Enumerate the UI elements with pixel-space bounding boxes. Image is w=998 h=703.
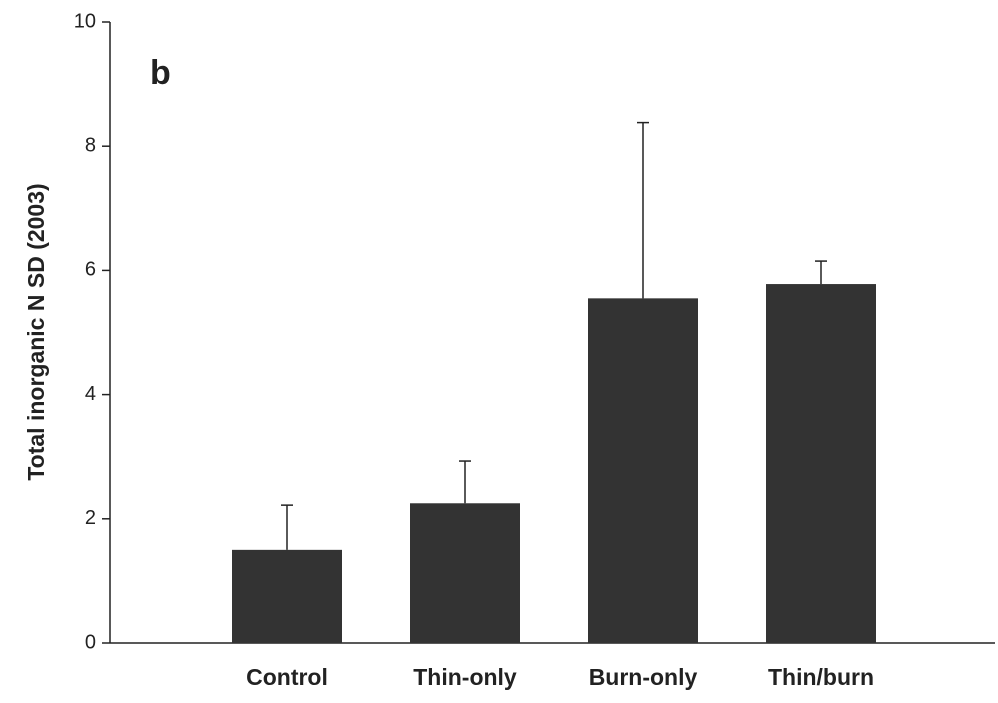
- x-tick-label: Control: [246, 664, 328, 690]
- bar: [232, 549, 342, 643]
- bar: [410, 503, 520, 643]
- y-tick-label: 6: [85, 259, 96, 281]
- panel-label: b: [150, 54, 171, 92]
- bar: [766, 284, 876, 643]
- y-tick-label: 8: [85, 134, 96, 156]
- bar: [588, 298, 698, 643]
- y-tick-label: 0: [85, 631, 96, 653]
- x-tick-label: Burn-only: [589, 664, 698, 690]
- y-tick-label: 4: [85, 383, 96, 405]
- x-tick-label: Thin/burn: [768, 664, 874, 690]
- y-tick-label: 2: [85, 507, 96, 529]
- x-tick-label: Thin-only: [413, 664, 517, 690]
- y-axis-label: Total inorganic N SD (2003): [23, 183, 49, 480]
- y-tick-label: 10: [74, 10, 96, 32]
